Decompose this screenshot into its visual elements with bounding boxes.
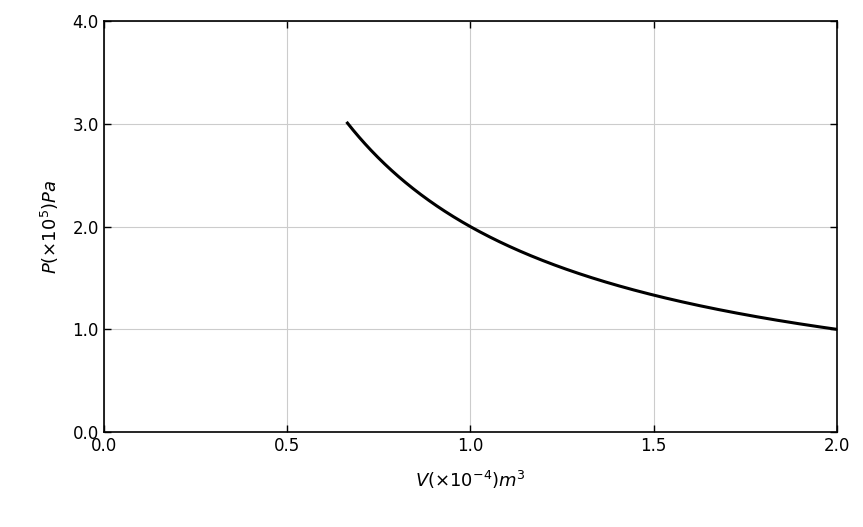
X-axis label: $V\left( \times10^{-4}\right) m^3$: $V\left( \times10^{-4}\right) m^3$ [415,469,526,491]
Y-axis label: $P\left( \times10^{5}\right) Pa$: $P\left( \times10^{5}\right) Pa$ [39,180,61,274]
